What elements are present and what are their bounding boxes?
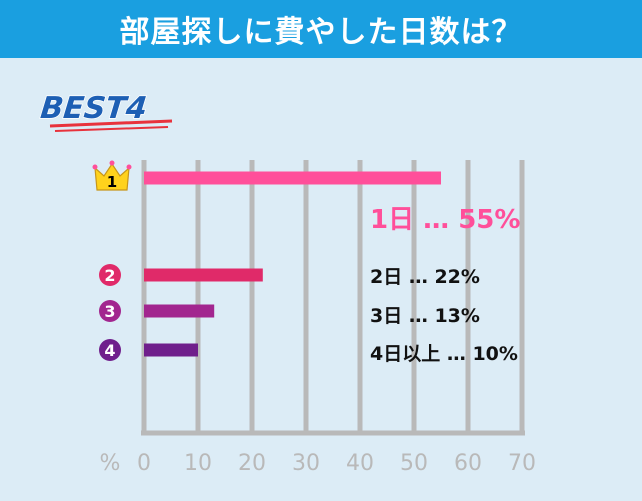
x-tick-label: 50 xyxy=(400,451,428,476)
crown-jewel-icon xyxy=(92,164,98,170)
rank-4-circle-icon xyxy=(99,339,121,361)
rank-2-number: 2 xyxy=(104,266,115,285)
x-tick-label: 10 xyxy=(184,451,212,476)
rank-3-circle-icon xyxy=(99,300,121,322)
x-tick-label: 70 xyxy=(508,451,536,476)
rank-1-number: 1 xyxy=(107,173,117,191)
x-tick-label: 30 xyxy=(292,451,320,476)
data-label-4: 4日以上 … 10% xyxy=(370,343,518,365)
bar-4 xyxy=(144,343,198,357)
x-tick-label: 0 xyxy=(137,451,151,476)
crown-jewel-icon xyxy=(109,160,115,166)
data-label-2: 2日 … 22% xyxy=(370,266,480,288)
rank-2-circle-icon xyxy=(99,264,121,286)
best-badge: BEST4 xyxy=(39,91,149,126)
badge-underline xyxy=(49,119,173,128)
bar-2 xyxy=(144,268,263,282)
x-tick-label: 20 xyxy=(238,451,266,476)
rank-3-number: 3 xyxy=(104,302,115,321)
title-bar: 部屋探しに費やした日数は？ xyxy=(0,0,642,58)
badge-underline-2 xyxy=(54,126,169,132)
chart-title: 部屋探しに費やした日数は？ xyxy=(119,15,523,50)
bar-1 xyxy=(144,171,441,185)
x-tick-label: 60 xyxy=(454,451,482,476)
bar-3 xyxy=(144,304,215,318)
crown-icon xyxy=(94,162,130,191)
x-tick-label: 40 xyxy=(346,451,374,476)
data-label-3: 3日 … 13% xyxy=(370,305,480,327)
data-label-1: 1日 … 55% xyxy=(370,205,520,235)
rank-4-number: 4 xyxy=(104,341,115,360)
x-axis-label: % xyxy=(100,451,121,476)
crown-jewel-icon xyxy=(126,164,132,170)
